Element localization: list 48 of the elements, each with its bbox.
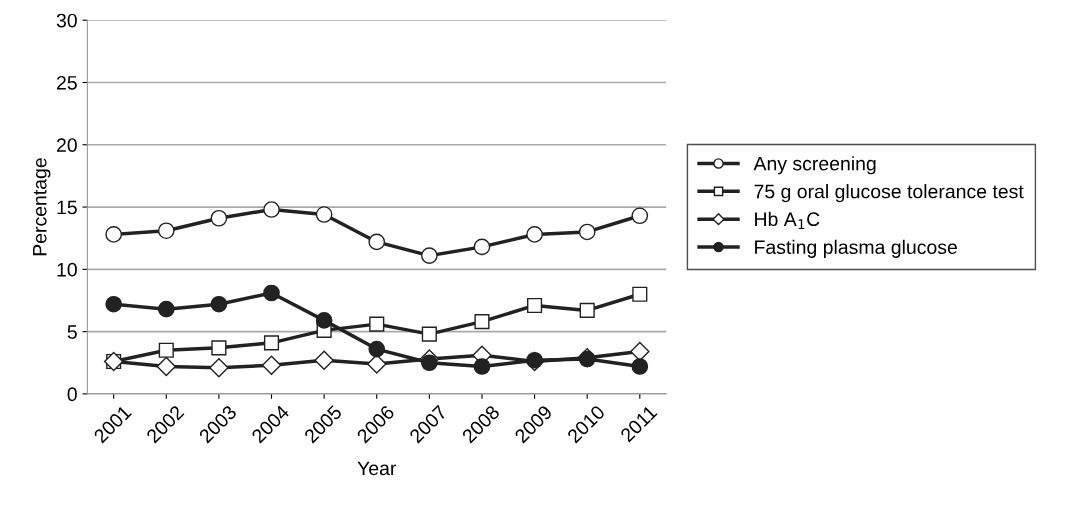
- y-axis-title: Percentage: [33, 158, 51, 256]
- point: [632, 286, 648, 302]
- point: [315, 312, 333, 329]
- point: [263, 335, 280, 351]
- point: [578, 223, 596, 241]
- point: [209, 358, 229, 378]
- point: [210, 209, 228, 227]
- y-tick-label: 5: [67, 325, 77, 339]
- point: [263, 201, 280, 218]
- point: [369, 316, 385, 332]
- point: [630, 341, 650, 362]
- legend-label: 75 g oral glucose tolerance test: [754, 184, 1024, 203]
- legend-label: Any screening: [753, 156, 876, 175]
- point: [473, 238, 491, 256]
- point: [158, 342, 174, 358]
- point: [314, 350, 334, 370]
- point: [527, 297, 543, 314]
- point: [315, 206, 333, 223]
- x-axis-title: Year: [357, 461, 397, 476]
- point: [210, 295, 228, 313]
- point: [263, 284, 280, 302]
- point: [421, 326, 437, 342]
- point: [261, 355, 282, 375]
- point: [105, 226, 123, 243]
- y-tick-label: 15: [57, 200, 77, 215]
- point: [526, 226, 543, 243]
- point: [157, 222, 175, 240]
- point: [474, 314, 490, 330]
- legend-label: Hb A$_{1}$C: [755, 211, 820, 230]
- point: [368, 340, 386, 358]
- point: [367, 354, 387, 374]
- point: [421, 247, 438, 264]
- point: [421, 354, 438, 372]
- y-tick-label: 10: [57, 262, 77, 277]
- legend-label: Fasting plasma glucose: [755, 239, 957, 258]
- y-tick-label: 30: [56, 13, 77, 28]
- point: [579, 302, 595, 319]
- point: [368, 233, 386, 251]
- y-tick-label: 0: [67, 387, 77, 402]
- point: [473, 358, 491, 375]
- point: [211, 340, 227, 356]
- y-tick-label: 25: [56, 75, 77, 90]
- point: [156, 356, 177, 377]
- point: [631, 207, 649, 225]
- point: [105, 295, 123, 313]
- y-tick-label: 20: [56, 138, 77, 152]
- point: [631, 358, 649, 375]
- point: [157, 300, 175, 318]
